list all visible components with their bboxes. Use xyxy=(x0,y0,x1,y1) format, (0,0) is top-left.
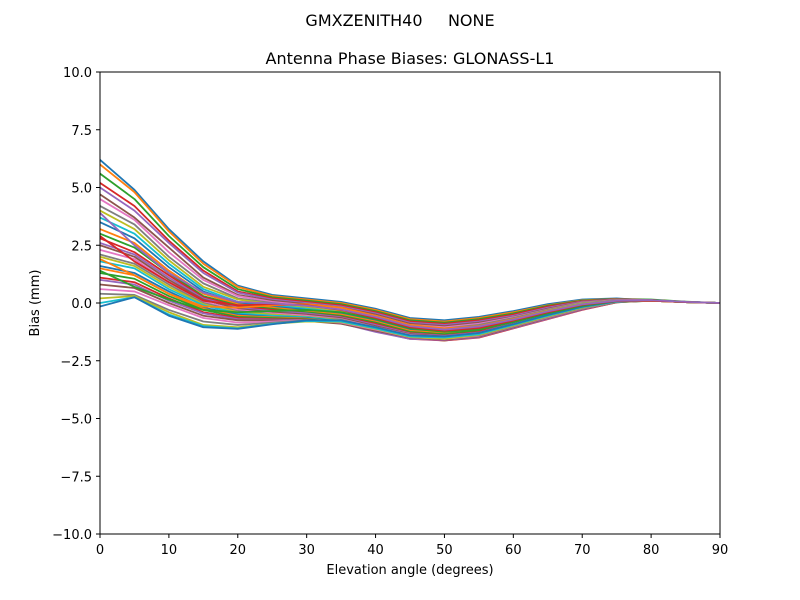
y-tick-label: 10.0 xyxy=(63,66,92,81)
chart-suptitle: GMXZENITH40 NONE xyxy=(305,11,494,30)
y-tick-label: −5.0 xyxy=(60,413,92,428)
y-tick-label: 7.5 xyxy=(71,124,92,139)
x-tick-label: 60 xyxy=(505,543,522,558)
y-tick-label: 2.5 xyxy=(71,239,92,254)
x-tick-label: 80 xyxy=(643,543,660,558)
y-tick-label: 5.0 xyxy=(71,182,92,197)
x-tick-label: 90 xyxy=(712,543,729,558)
y-tick-label: 0.0 xyxy=(71,297,92,312)
x-axis-label: Elevation angle (degrees) xyxy=(326,563,493,578)
x-tick-label: 40 xyxy=(367,543,384,558)
y-axis-label: Bias (mm) xyxy=(28,270,43,337)
x-tick-label: 20 xyxy=(230,543,247,558)
x-tick-label: 10 xyxy=(161,543,178,558)
x-tick-label: 50 xyxy=(436,543,453,558)
series-layer xyxy=(99,159,721,342)
x-axis-ticks: 0 10 20 30 40 50 60 70 80 90 xyxy=(96,534,728,558)
y-tick-label: −2.5 xyxy=(60,355,92,370)
x-tick-label: 0 xyxy=(96,543,104,558)
chart-title: Antenna Phase Biases: GLONASS-L1 xyxy=(266,49,555,68)
x-tick-label: 30 xyxy=(298,543,315,558)
y-axis-ticks: −10.0 −7.5 −5.0 −2.5 0.0 2.5 5.0 7.5 10.0 xyxy=(52,66,100,543)
y-tick-label: −10.0 xyxy=(52,528,92,543)
y-tick-label: −7.5 xyxy=(60,470,92,485)
x-tick-label: 70 xyxy=(574,543,591,558)
series-line-35 xyxy=(99,212,721,331)
